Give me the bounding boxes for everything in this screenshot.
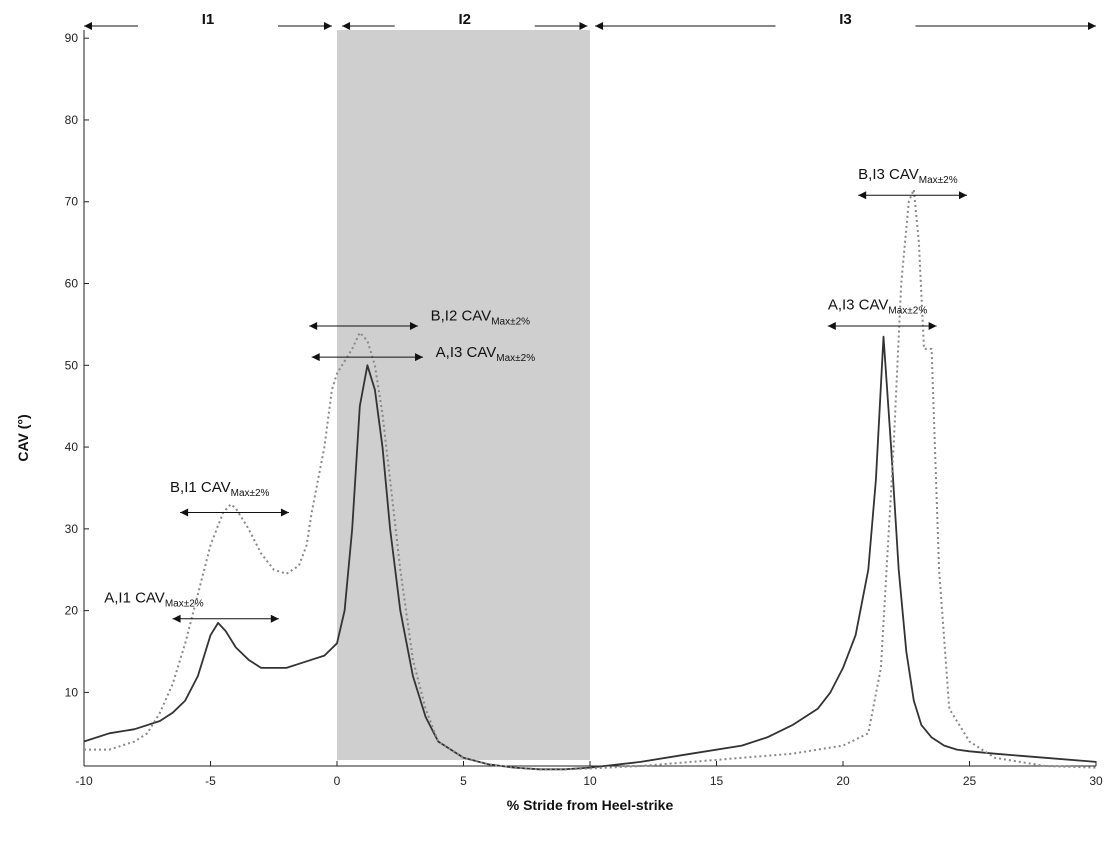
y-tick-label: 60 — [65, 277, 79, 291]
dotted-series-line — [84, 188, 1097, 771]
y-axis-title: CAV (°) — [15, 414, 31, 461]
x-tick-label: 30 — [1089, 774, 1103, 788]
annotation-label-subscript: Max±2% — [165, 598, 204, 609]
annotation-arrowhead-left — [827, 322, 836, 331]
y-tick-label: 20 — [65, 604, 79, 618]
annotation-label: B,I3 CAVMax±2% — [858, 166, 958, 186]
annotation-a-i1: A,I1 CAVMax±2% — [104, 589, 279, 623]
x-tick-label: -5 — [205, 774, 216, 788]
y-tick-label: 70 — [65, 195, 79, 209]
ticks-layer: -10 -5 0 5 10 15 20 25 30 10 20 30 40 50 60 70 80 90 — [65, 31, 1103, 788]
interval-arrowhead-right — [579, 22, 588, 30]
annotation-label-main: B,I2 CAV — [431, 307, 492, 324]
interval-arrowhead-left — [595, 22, 604, 30]
solid-series-line — [83, 335, 1097, 771]
shaded-region-layer — [337, 30, 590, 760]
annotation-label-subscript: Max±2% — [496, 353, 535, 364]
x-tick-label: 15 — [710, 774, 724, 788]
annotation-arrowhead-right — [928, 322, 937, 331]
x-tick-label: 20 — [836, 774, 850, 788]
annotation-arrowhead-left — [172, 614, 181, 623]
x-axis-title: % Stride from Heel-strike — [507, 797, 674, 813]
annotation-label-main: A,I1 CAV — [104, 589, 165, 606]
annotation-label: B,I1 CAVMax±2% — [170, 479, 270, 499]
annotation-label-subscript: Max±2% — [888, 306, 927, 317]
annotation-arrowhead-right — [270, 614, 279, 623]
interval-arrowhead-left — [84, 22, 92, 30]
annotation-label: B,I2 CAVMax±2% — [431, 307, 531, 327]
y-tick-label: 30 — [65, 522, 79, 536]
y-tick-label: 90 — [65, 31, 79, 45]
interval-label: I2 — [459, 11, 472, 28]
annotation-a-i3-right: A,I3 CAVMax±2% — [827, 297, 937, 331]
y-tick-label: 80 — [65, 113, 79, 127]
interval-label: I3 — [839, 11, 852, 28]
interval-arrowhead-right — [1088, 22, 1096, 30]
x-tick-label: 0 — [334, 774, 341, 788]
annotation-arrowhead-right — [958, 191, 967, 200]
annotation-label-main: B,I3 CAV — [858, 166, 919, 183]
annotation-label-subscript: Max±2% — [491, 316, 530, 327]
x-tick-label: 10 — [583, 774, 597, 788]
y-tick-label: 40 — [65, 440, 79, 454]
annotation-label-main: B,I1 CAV — [170, 479, 231, 496]
interval-arrowhead-left — [342, 22, 351, 30]
annotation-a-i3-left: A,I3 CAVMax±2% — [311, 344, 536, 364]
interval-label: I1 — [202, 11, 215, 28]
series-layer — [83, 188, 1097, 771]
annotation-b-i3: B,I3 CAVMax±2% — [858, 166, 967, 200]
y-tick-label: 10 — [65, 685, 79, 699]
x-tick-label: -10 — [75, 774, 93, 788]
x-tick-label: 5 — [460, 774, 467, 788]
annotation-arrowhead-left — [311, 353, 320, 362]
annotation-label-main: A,I3 CAV — [436, 344, 497, 361]
annotations-layer: A,I1 CAVMax±2%B,I1 CAVMax±2%B,I2 CAVMax±… — [104, 166, 967, 623]
x-tick-label: 25 — [963, 774, 977, 788]
annotation-arrowhead-left — [180, 508, 189, 517]
annotation-b-i1: B,I1 CAVMax±2% — [170, 479, 289, 517]
annotation-arrowhead-right — [409, 322, 418, 331]
annotation-b-i2: B,I2 CAVMax±2% — [309, 307, 531, 331]
annotation-label-main: A,I3 CAV — [828, 297, 889, 314]
interval-arrowhead-right — [323, 22, 332, 30]
annotation-label: A,I1 CAVMax±2% — [104, 589, 204, 609]
annotation-label: A,I3 CAVMax±2% — [828, 297, 928, 317]
shaded-interval-region — [337, 30, 590, 760]
annotation-arrowhead-right — [280, 508, 289, 517]
annotation-label-subscript: Max±2% — [231, 488, 270, 499]
annotation-arrowhead-left — [858, 191, 867, 200]
annotation-label: A,I3 CAVMax±2% — [436, 344, 536, 364]
annotation-arrowhead-right — [415, 353, 424, 362]
y-tick-label: 50 — [65, 358, 79, 372]
annotation-label-subscript: Max±2% — [919, 175, 958, 186]
intervals-layer: I1 I2 I3 — [84, 11, 1096, 30]
annotation-arrowhead-left — [309, 322, 318, 331]
